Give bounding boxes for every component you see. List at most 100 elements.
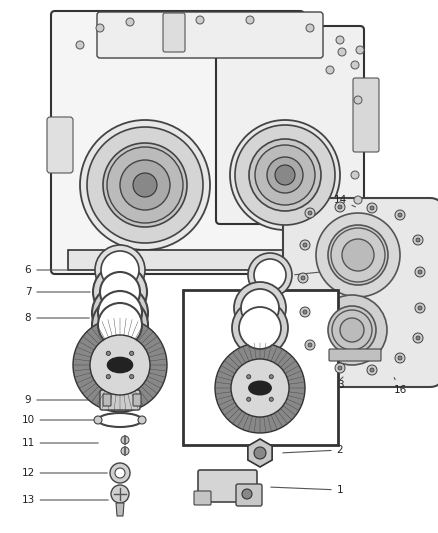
FancyBboxPatch shape <box>103 394 111 406</box>
Text: 4: 4 <box>219 302 232 313</box>
FancyBboxPatch shape <box>133 394 141 406</box>
Circle shape <box>335 202 345 212</box>
FancyBboxPatch shape <box>47 117 73 173</box>
FancyBboxPatch shape <box>236 484 262 506</box>
Circle shape <box>416 238 420 242</box>
Circle shape <box>110 463 130 483</box>
Ellipse shape <box>107 357 133 373</box>
Circle shape <box>106 351 110 356</box>
Circle shape <box>103 143 187 227</box>
Circle shape <box>100 272 140 312</box>
Circle shape <box>249 139 321 211</box>
Circle shape <box>80 120 210 250</box>
Circle shape <box>338 205 342 209</box>
Circle shape <box>413 333 423 343</box>
Circle shape <box>95 245 145 295</box>
Circle shape <box>418 270 422 274</box>
Circle shape <box>370 368 374 372</box>
Circle shape <box>120 160 170 210</box>
Text: 3: 3 <box>318 380 343 390</box>
Circle shape <box>247 397 251 401</box>
Text: 11: 11 <box>21 438 98 448</box>
Circle shape <box>267 157 303 193</box>
Circle shape <box>418 306 422 310</box>
Polygon shape <box>248 439 272 467</box>
Circle shape <box>138 416 146 424</box>
Circle shape <box>367 203 377 213</box>
Circle shape <box>316 213 400 297</box>
FancyBboxPatch shape <box>163 13 185 52</box>
Circle shape <box>303 310 307 314</box>
Circle shape <box>106 375 110 379</box>
FancyBboxPatch shape <box>283 198 438 387</box>
Circle shape <box>317 295 387 365</box>
FancyBboxPatch shape <box>100 390 140 410</box>
Circle shape <box>370 206 374 210</box>
Text: 2: 2 <box>283 445 343 455</box>
Circle shape <box>395 353 405 363</box>
Bar <box>195 60 265 190</box>
Circle shape <box>342 239 374 271</box>
Circle shape <box>269 397 273 401</box>
Circle shape <box>415 267 425 277</box>
Circle shape <box>247 375 251 379</box>
Circle shape <box>332 310 372 350</box>
Circle shape <box>255 145 315 205</box>
Text: 14: 14 <box>333 195 356 207</box>
Bar <box>183 290 338 445</box>
Circle shape <box>338 366 342 370</box>
Circle shape <box>73 318 167 412</box>
Circle shape <box>254 259 286 291</box>
Circle shape <box>300 307 310 317</box>
Ellipse shape <box>249 381 271 395</box>
Text: 8: 8 <box>25 313 89 323</box>
Circle shape <box>126 18 134 26</box>
Circle shape <box>130 351 134 356</box>
Circle shape <box>301 276 305 280</box>
Bar <box>68 250 318 270</box>
Text: 9: 9 <box>25 395 97 405</box>
Circle shape <box>76 41 84 49</box>
Circle shape <box>121 436 129 444</box>
Circle shape <box>239 307 281 349</box>
Text: 12: 12 <box>21 468 107 478</box>
Circle shape <box>367 365 377 375</box>
Circle shape <box>230 120 340 230</box>
Circle shape <box>232 300 288 356</box>
Circle shape <box>303 243 307 247</box>
Circle shape <box>398 356 402 360</box>
Circle shape <box>340 318 364 342</box>
Circle shape <box>130 375 134 379</box>
Circle shape <box>413 235 423 245</box>
FancyBboxPatch shape <box>51 11 304 274</box>
Circle shape <box>275 165 295 185</box>
Circle shape <box>115 468 125 478</box>
Circle shape <box>93 265 147 319</box>
Text: 10: 10 <box>21 415 95 425</box>
FancyBboxPatch shape <box>97 12 323 58</box>
FancyBboxPatch shape <box>198 470 257 502</box>
Circle shape <box>356 46 364 54</box>
Circle shape <box>305 340 315 350</box>
Circle shape <box>196 16 204 24</box>
Circle shape <box>335 363 345 373</box>
FancyBboxPatch shape <box>329 349 381 361</box>
Circle shape <box>326 66 334 74</box>
Text: 6: 6 <box>25 265 92 275</box>
Text: 15: 15 <box>323 377 343 395</box>
Circle shape <box>336 36 344 44</box>
Polygon shape <box>116 503 124 516</box>
Circle shape <box>354 96 362 104</box>
Circle shape <box>98 303 142 347</box>
Circle shape <box>338 48 346 56</box>
Circle shape <box>248 253 292 297</box>
Circle shape <box>215 343 305 433</box>
Circle shape <box>96 24 104 32</box>
Circle shape <box>328 225 388 285</box>
Circle shape <box>133 173 157 197</box>
Circle shape <box>90 335 150 395</box>
Circle shape <box>351 61 359 69</box>
FancyBboxPatch shape <box>353 78 379 152</box>
FancyBboxPatch shape <box>216 26 364 224</box>
Circle shape <box>98 291 142 335</box>
